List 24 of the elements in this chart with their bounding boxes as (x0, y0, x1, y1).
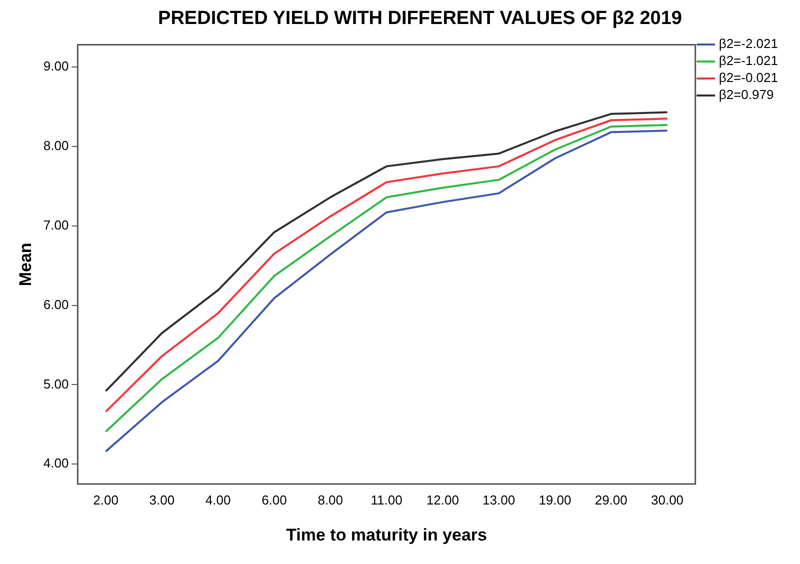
y-tick-label: 8.00 (43, 138, 69, 154)
legend-label: β2=-1.021 (718, 53, 778, 68)
x-tick-label: 6.00 (262, 492, 287, 508)
y-tick-label: 9.00 (43, 58, 69, 74)
x-tick-label: 3.00 (149, 492, 175, 508)
legend-label: β2=-0.021 (718, 70, 778, 86)
chart-title: PREDICTED YIELD WITH DIFFERENT VALUES OF β2 2019 (157, 8, 683, 31)
x-tick-label: 2.00 (93, 492, 118, 508)
y-tick-label: 6.00 (43, 296, 69, 312)
y-axis-title: Mean (16, 242, 35, 286)
x-tick-label: 11.00 (370, 492, 402, 508)
x-tick-label: 19.00 (538, 492, 572, 508)
x-axis-title: Time to maturity in years (286, 525, 487, 544)
y-tick-label: 4.00 (43, 456, 69, 471)
x-tick-label: 29.00 (594, 492, 628, 508)
x-tick-label: 12.00 (426, 492, 459, 508)
legend-label: β2=-2.021 (718, 36, 778, 52)
x-tick-label: 13.00 (482, 492, 516, 508)
x-tick-label: 30.00 (650, 492, 684, 508)
x-tick-label: 8.00 (318, 492, 344, 508)
x-tick-label: 4.00 (205, 492, 231, 508)
y-tick-label: 5.00 (43, 376, 69, 392)
legend-label: β2=0.979 (718, 87, 774, 102)
y-tick-label: 7.00 (43, 217, 69, 232)
